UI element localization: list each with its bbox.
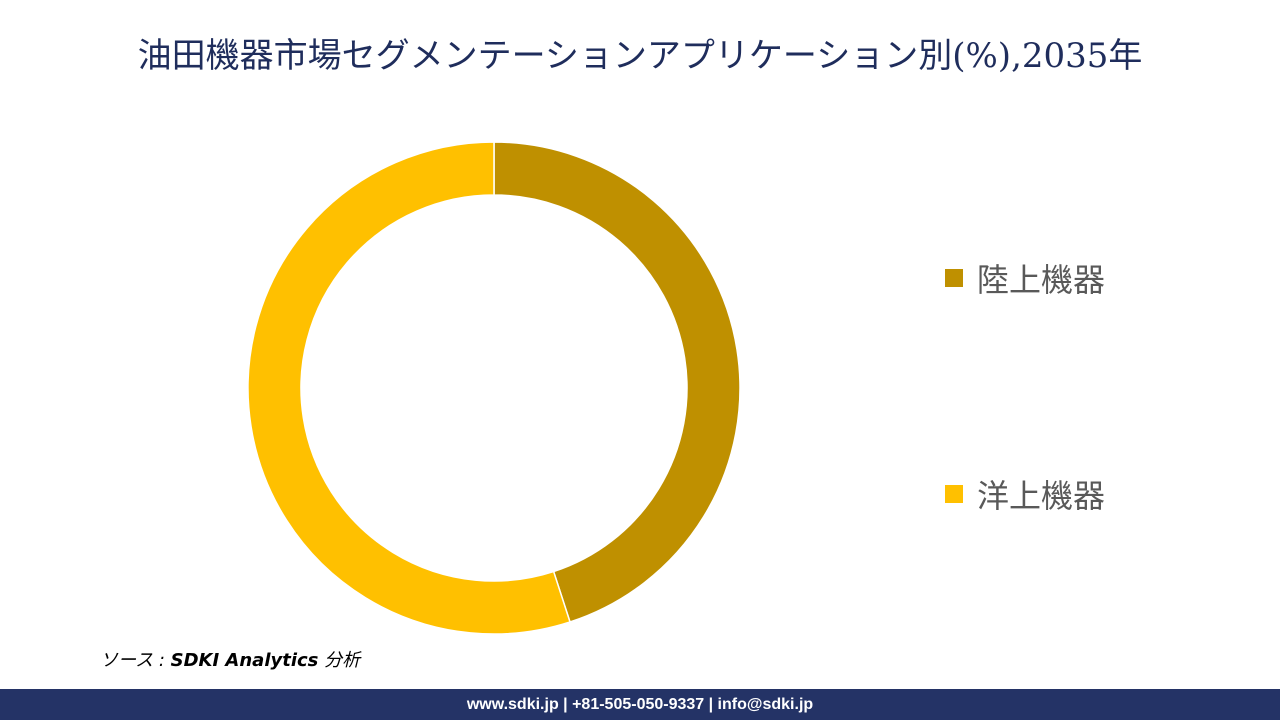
legend-label-offshore: 洋上機器 (977, 477, 1106, 515)
source-note: ソース : SDKI Analytics 分析 (100, 646, 360, 672)
chart-title: 油田機器市場セグメンテーションアプリケーション別(%),2035年 (137, 36, 1143, 76)
legend-swatch-offshore (945, 485, 963, 503)
legend-swatch-onshore (945, 269, 963, 287)
footer-bar: www.sdki.jp | +81-505-050-9337 | info@sd… (0, 689, 1280, 720)
source-suffix: 分析 (318, 650, 361, 671)
legend-label-onshore: 陸上機器 (977, 261, 1106, 299)
donut-slice-offshore (247, 141, 571, 635)
legend-item-offshore: 洋上機器 (945, 471, 1105, 517)
source-prefix: ソース : (100, 650, 171, 671)
donut-slice-onshore (493, 141, 741, 623)
legend-item-onshore: 陸上機器 (945, 255, 1105, 301)
footer-contact: www.sdki.jp | +81-505-050-9337 | info@sd… (466, 695, 814, 713)
donut-chart (247, 141, 741, 635)
source-brand: SDKI Analytics (170, 650, 319, 671)
donut-slices (247, 141, 741, 635)
